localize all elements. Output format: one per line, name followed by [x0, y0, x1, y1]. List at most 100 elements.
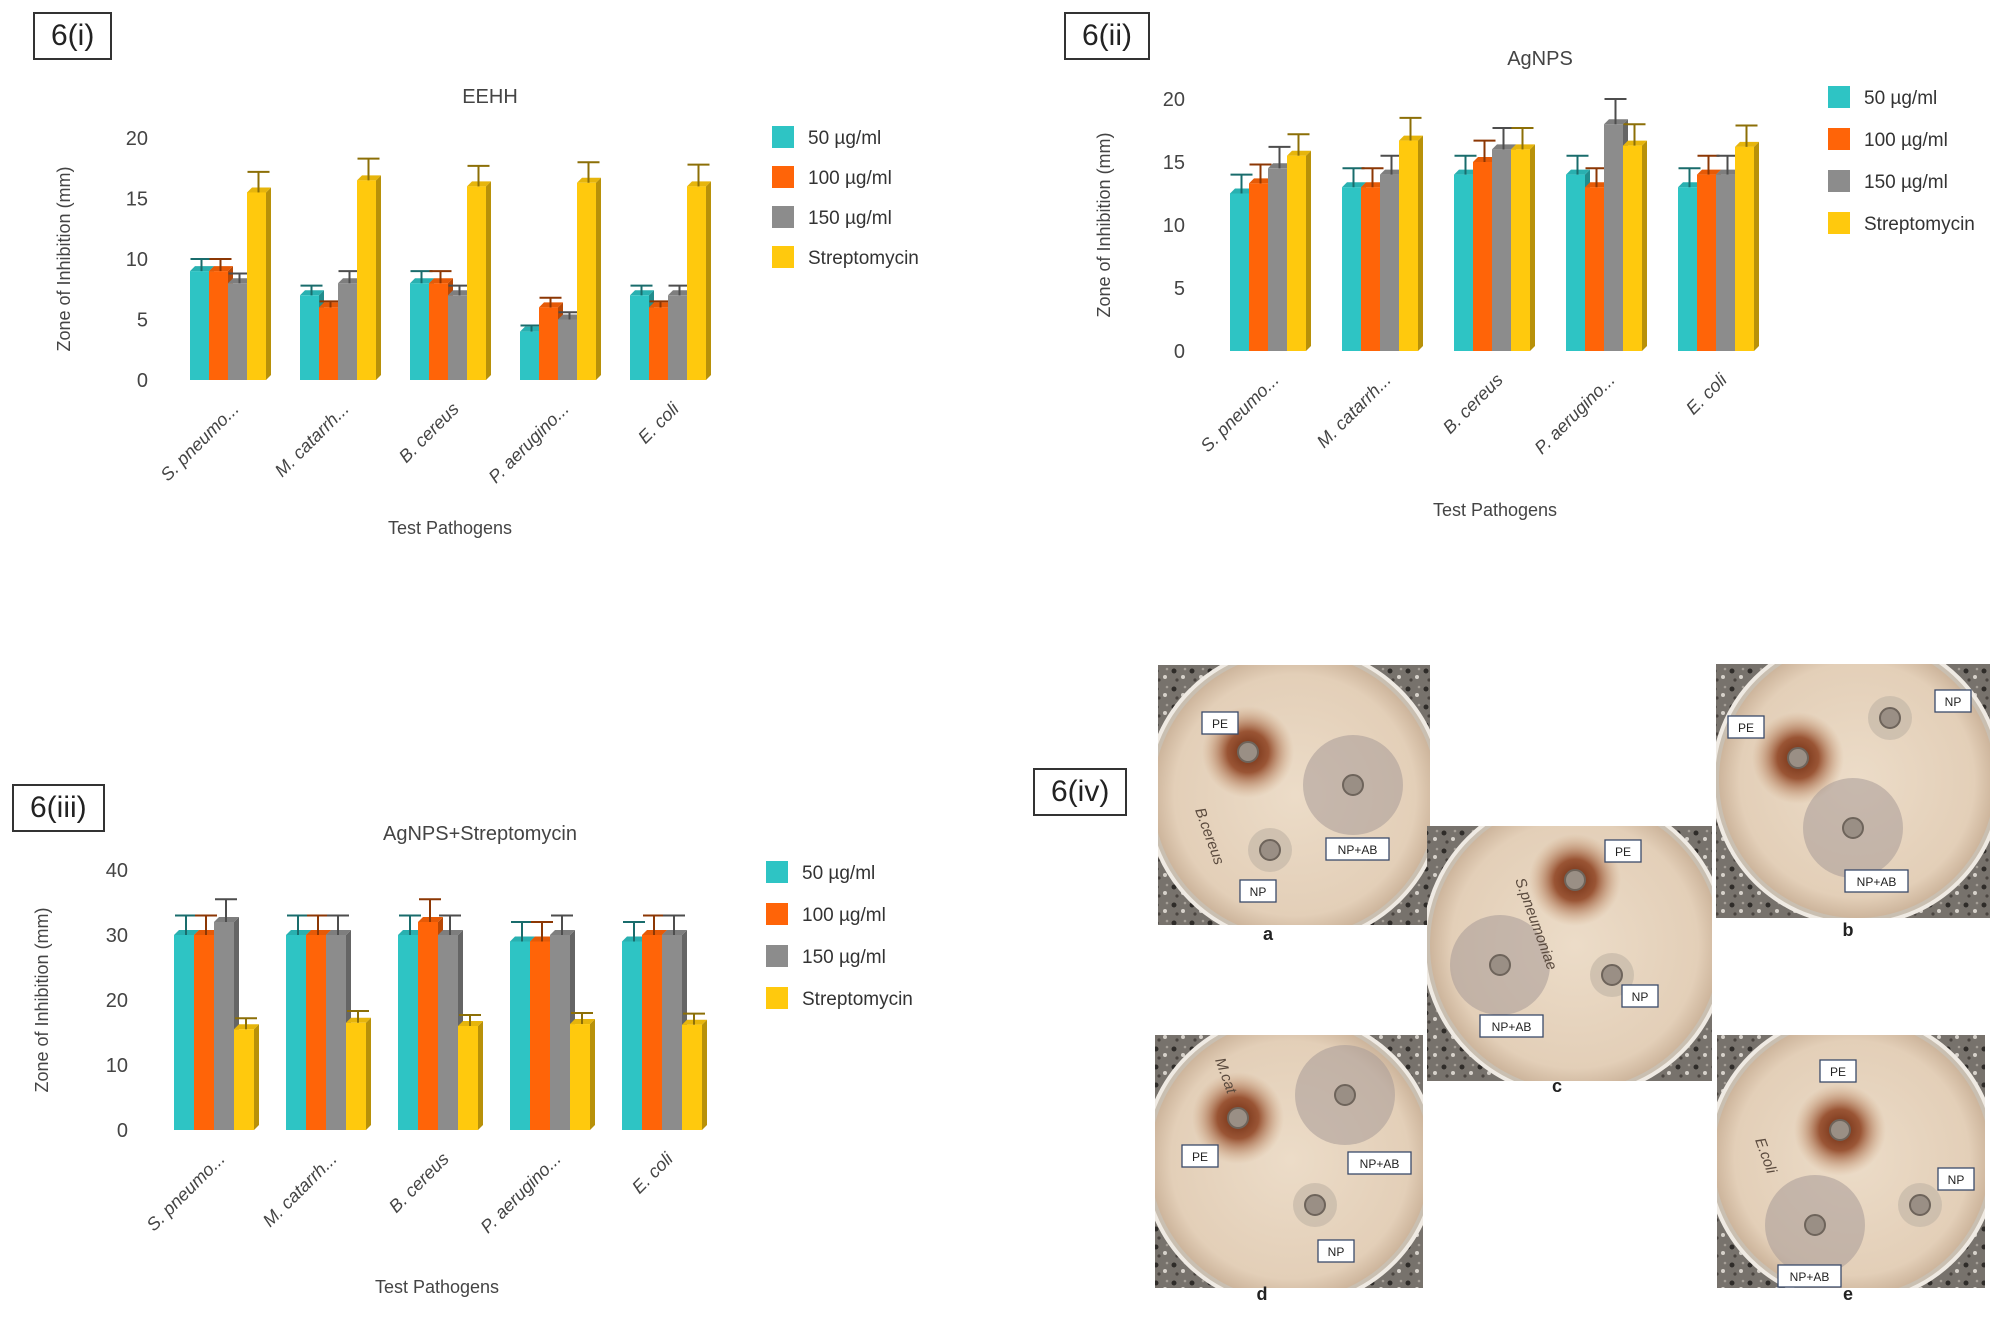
- zone-label: PE: [1738, 721, 1754, 735]
- bar-streptomycin: [1623, 145, 1642, 351]
- bar-150-g-ml: [338, 283, 357, 380]
- zone-label-box: [1201, 711, 1239, 735]
- bar-side: [706, 181, 711, 380]
- y-tick-label: 30: [106, 925, 128, 947]
- well: [1304, 1194, 1326, 1216]
- bar-streptomycin: [357, 180, 376, 380]
- bar-100-g-ml: [530, 941, 550, 1130]
- bar-streptomycin: [234, 1029, 254, 1130]
- panel-label-6i: 6(i): [33, 12, 113, 60]
- bar-150-g-ml: [662, 935, 682, 1130]
- bar-side: [590, 1019, 595, 1130]
- y-tick-label: 15: [126, 189, 148, 211]
- bar-50-g-ml: [1230, 193, 1249, 351]
- bar-100-g-ml: [429, 283, 448, 380]
- zone-label: NP: [1328, 1245, 1345, 1259]
- bar-150-g-ml: [558, 319, 577, 380]
- well: [1842, 817, 1864, 839]
- chart-agnps: AgNPS 0 5 10 15 20 Zone of Inhibition (mm) Test…: [1094, 48, 1975, 520]
- legend-swatch: [1828, 212, 1850, 234]
- y-tick-label: 0: [1174, 341, 1185, 363]
- bar-streptomycin: [682, 1024, 702, 1130]
- well: [1259, 839, 1281, 861]
- zone-label-box: [1325, 837, 1390, 861]
- bar-side: [376, 175, 381, 380]
- zone-label: NP: [1250, 885, 1267, 899]
- well: [1342, 774, 1364, 796]
- well: [1879, 707, 1901, 729]
- bar-streptomycin: [346, 1022, 366, 1130]
- zone-label: NP+AB: [1790, 1270, 1830, 1284]
- plate-caption: c: [1552, 1076, 1562, 1096]
- legend-entry: Streptomycin: [808, 248, 919, 269]
- well: [1804, 1214, 1826, 1236]
- x-axis-label: Test Pathogens: [388, 518, 512, 538]
- y-axis-label: Zone of Inhibition (mm): [1094, 132, 1114, 317]
- zone-label-box: [1479, 1014, 1544, 1038]
- bar-side: [486, 181, 491, 380]
- bar-100-g-ml: [319, 307, 338, 380]
- bar-150-g-ml: [228, 283, 247, 380]
- bar-150-g-ml: [326, 935, 346, 1130]
- bar-streptomycin: [570, 1024, 590, 1130]
- bar-50-g-ml: [286, 935, 306, 1130]
- well: [1489, 954, 1511, 976]
- bar-100-g-ml: [649, 307, 668, 380]
- legend-swatch: [766, 987, 788, 1009]
- bar-streptomycin: [458, 1026, 478, 1130]
- bar-50-g-ml: [622, 941, 642, 1130]
- bar-side: [1418, 135, 1423, 351]
- zone-label-box: [1819, 1059, 1857, 1083]
- zone-label: PE: [1192, 1150, 1208, 1164]
- bar-side: [1754, 141, 1759, 351]
- legend-swatch: [1828, 170, 1850, 192]
- zone-label-box: [1727, 715, 1765, 739]
- bar-100-g-ml: [306, 935, 326, 1130]
- bar-streptomycin: [687, 186, 706, 380]
- zone-label-box: [1604, 839, 1642, 863]
- bar-150-g-ml: [438, 935, 458, 1130]
- bar-50-g-ml: [1342, 187, 1361, 351]
- bar-50-g-ml: [510, 941, 530, 1130]
- well: [1787, 747, 1809, 769]
- legend-swatch: [1828, 86, 1850, 108]
- bar-streptomycin: [467, 186, 486, 380]
- bar-100-g-ml: [539, 307, 558, 380]
- zone-label: NP+AB: [1360, 1157, 1400, 1171]
- zone-label-box: [1844, 869, 1909, 893]
- zone-label: PE: [1830, 1065, 1846, 1079]
- legend-entry: 100 µg/ml: [802, 905, 886, 926]
- y-tick-label: 5: [1174, 278, 1185, 300]
- bar-100-g-ml: [194, 935, 214, 1130]
- well: [1237, 741, 1259, 763]
- chart-title: AgNPS: [1507, 48, 1573, 70]
- x-axis-label: Test Pathogens: [375, 1277, 499, 1297]
- bar-50-g-ml: [190, 271, 209, 380]
- zone-label: NP: [1632, 990, 1649, 1004]
- legend-entry: Streptomycin: [802, 989, 913, 1010]
- legend-swatch: [766, 903, 788, 925]
- zone-label-box: [1347, 1151, 1412, 1175]
- plate-caption: b: [1843, 920, 1854, 940]
- bar-150-g-ml: [1492, 149, 1511, 351]
- bar-50-g-ml: [174, 935, 194, 1130]
- y-tick-label: 10: [126, 249, 148, 271]
- bar-150-g-ml: [1268, 168, 1287, 351]
- bar-150-g-ml: [550, 935, 570, 1130]
- bar-streptomycin: [1399, 140, 1418, 351]
- well: [1909, 1194, 1931, 1216]
- bar-streptomycin: [577, 182, 596, 380]
- y-axis-label: Zone of Inhibition (mm): [32, 907, 52, 1092]
- legend-swatch: [766, 945, 788, 967]
- plate-caption: e: [1843, 1284, 1853, 1304]
- y-tick-label: 40: [106, 860, 128, 882]
- y-tick-label: 15: [1163, 152, 1185, 174]
- bar-side: [254, 1024, 259, 1130]
- y-tick-label: 5: [137, 310, 148, 332]
- y-tick-label: 10: [106, 1055, 128, 1077]
- zone-label-box: [1777, 1264, 1842, 1288]
- bar-100-g-ml: [418, 922, 438, 1130]
- bar-side: [266, 187, 271, 380]
- legend-swatch: [1828, 128, 1850, 150]
